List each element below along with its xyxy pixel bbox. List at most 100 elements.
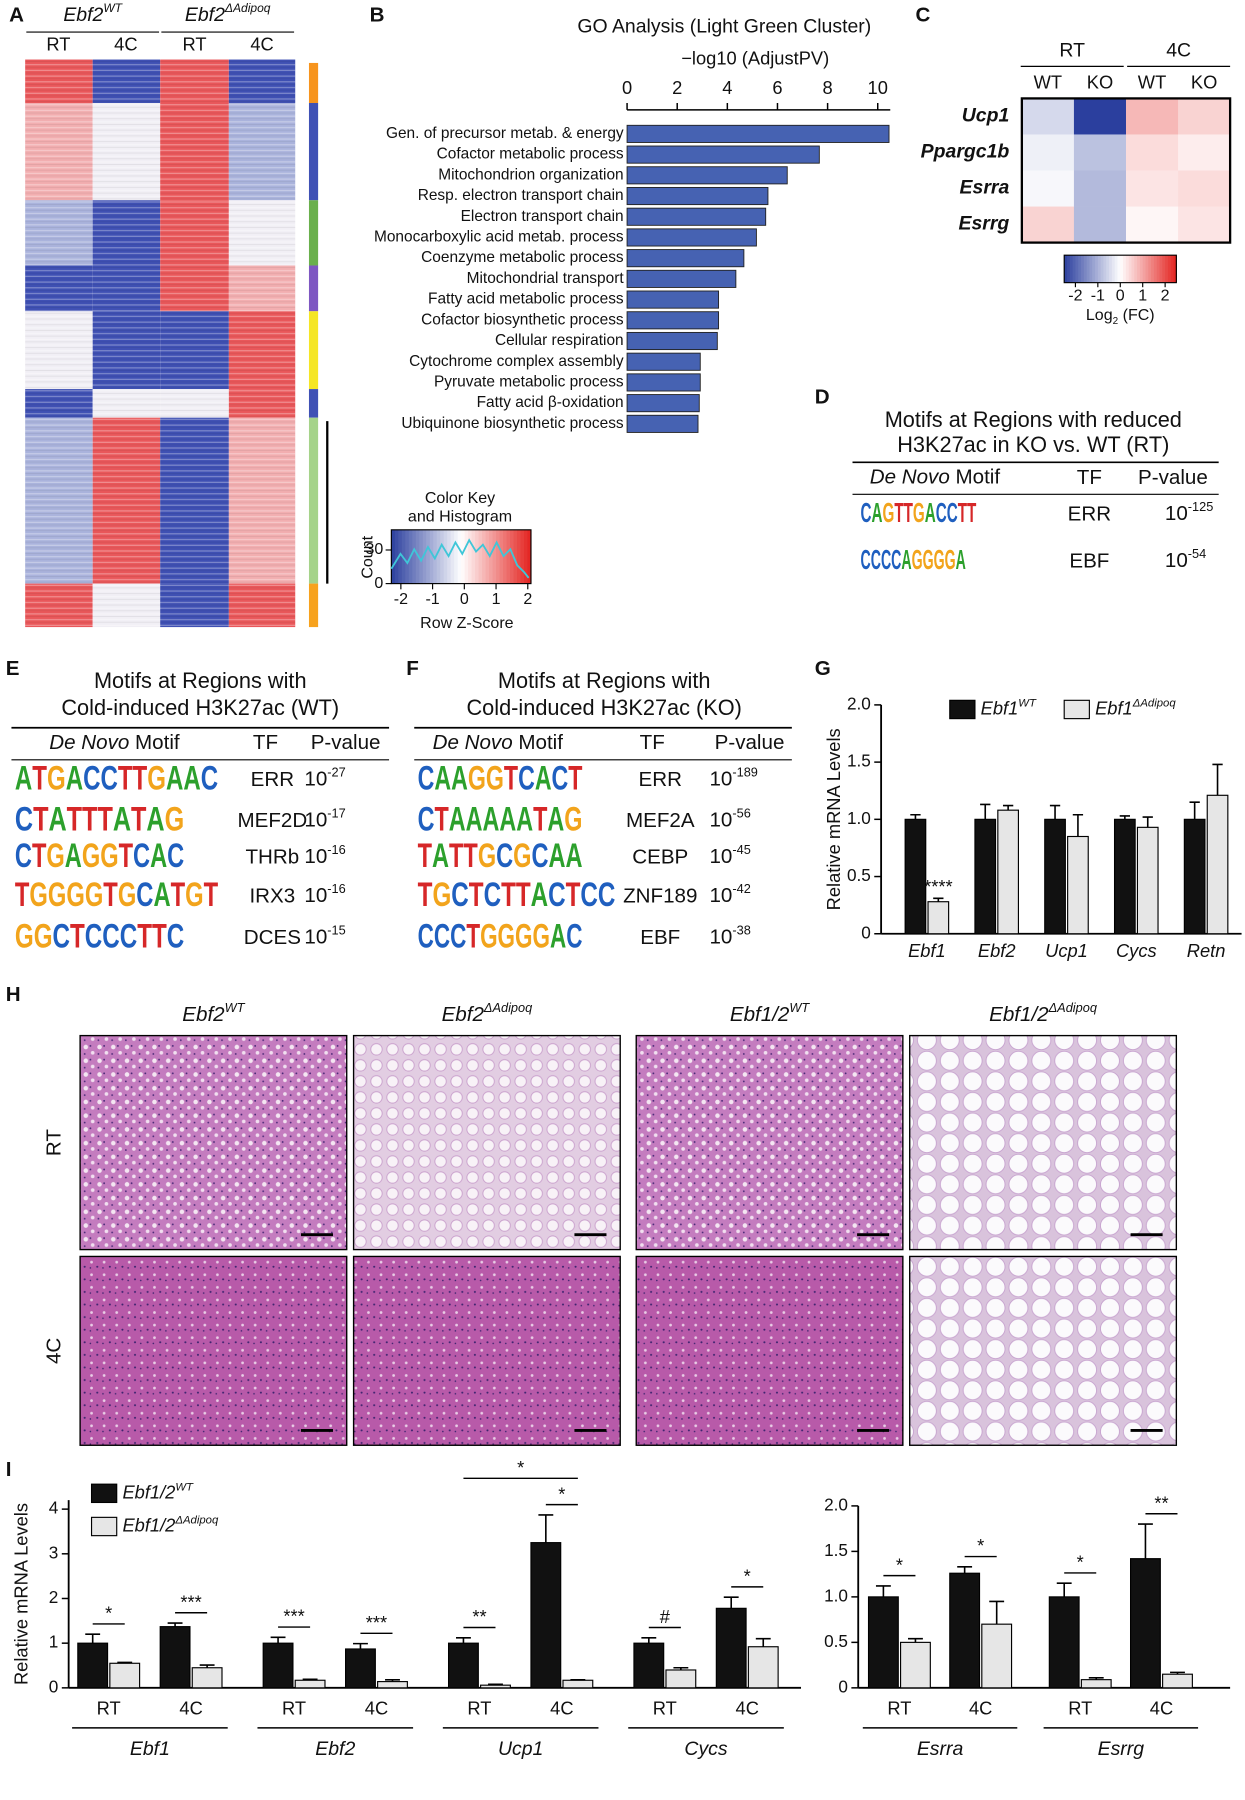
bar	[867, 1596, 899, 1689]
bar	[1044, 818, 1066, 935]
key-gradient	[485, 529, 490, 584]
y-tick-label: 0	[838, 1676, 848, 1696]
key-gradient	[436, 529, 441, 584]
colorbar-step	[1095, 255, 1099, 283]
p-value-part: 10	[304, 885, 327, 908]
motif-letter: C	[871, 544, 881, 575]
motif-letter: A	[466, 801, 483, 839]
error-bar	[85, 1633, 101, 1644]
category-label: Gen. of precursor metab. & energy	[386, 125, 624, 142]
column-title-part: ΔAdipoq	[1048, 1000, 1098, 1015]
motif-letter: C	[418, 759, 435, 797]
motif-letter: C	[891, 544, 901, 575]
motif-letter: G	[147, 759, 166, 797]
legend-label-part: Ebf1	[1095, 697, 1133, 718]
motif-letter: C	[83, 759, 100, 797]
axis-title: Count	[359, 535, 377, 578]
motif-letter: T	[466, 917, 480, 955]
tf-name: ERR	[1068, 502, 1111, 525]
legend-label-part: Ebf1/2	[122, 1481, 175, 1502]
error-bar	[167, 1622, 183, 1627]
motif-letter: T	[904, 497, 913, 528]
bar	[191, 1667, 223, 1689]
motif-letter: T	[435, 801, 449, 839]
bar	[626, 228, 757, 247]
p-value: 10-17	[304, 805, 345, 832]
bar	[1162, 1673, 1193, 1689]
tf-name: MEF2D	[237, 809, 307, 832]
heatmap-cell	[1178, 134, 1231, 171]
group-label: Ucp1	[498, 1738, 543, 1760]
category-label: Cellular respiration	[495, 332, 624, 349]
x-tick-label: Ucp1	[1045, 940, 1088, 961]
column-header: P-value	[1138, 466, 1208, 489]
p-value-part: -125	[1188, 499, 1214, 514]
axis-title: −log10 (AdjustPV)	[681, 47, 829, 68]
colorbar-tick-label: 1	[1138, 287, 1147, 305]
p-value-part: 10	[304, 926, 327, 949]
row-label: 4C	[42, 1338, 65, 1364]
motif-letter: G	[82, 837, 100, 875]
category-label: Cytochrome complex assembly	[409, 353, 624, 370]
bar	[1048, 1596, 1080, 1689]
error-bar	[755, 1637, 771, 1647]
bar	[345, 1648, 376, 1689]
motif-letter: C	[881, 544, 891, 575]
group-label: Ebf1	[130, 1738, 170, 1760]
y-tick-label: 1.5	[847, 751, 871, 771]
bar	[377, 1681, 408, 1689]
motif-letter: A	[15, 759, 32, 797]
heatmap-cell	[1125, 134, 1179, 171]
tf-name: DCES	[244, 926, 301, 949]
significance-label: ***	[180, 1591, 201, 1612]
column-header-part: De Novo	[870, 466, 950, 489]
error-bar	[1049, 804, 1061, 820]
category-label: Resp. electron transport chain	[418, 187, 624, 204]
error-bar	[1189, 801, 1200, 820]
x-tick-label: 10	[868, 77, 888, 98]
legend-label: Ebf1/2ΔAdipoq	[122, 1514, 219, 1535]
category-label: Ubiquinone biosynthetic process	[401, 415, 624, 432]
key-gradient	[429, 529, 434, 584]
motif-letter: G	[480, 917, 497, 955]
motif-letter: A	[146, 801, 164, 839]
column-label: 4C	[114, 34, 137, 55]
motif-letter: G	[564, 801, 582, 839]
motif-letter: C	[947, 497, 958, 528]
histology-image	[79, 1255, 348, 1446]
motif-letter: C	[861, 497, 872, 528]
p-value-part: -45	[732, 842, 750, 857]
bar	[626, 249, 745, 268]
heatmap-cell	[1073, 98, 1127, 135]
motif-letter: C	[100, 759, 117, 797]
motif-logo: CCCCAGGGGA	[861, 544, 966, 575]
error-bar	[1142, 816, 1153, 828]
significance-label: *	[105, 1603, 112, 1624]
error-bar	[641, 1637, 657, 1644]
colorbar-step	[1067, 255, 1071, 283]
p-value: 10-45	[709, 842, 750, 869]
heatmap-cell	[1125, 98, 1179, 135]
p-value-part: -38	[732, 922, 750, 937]
motif-letter: C	[120, 917, 137, 955]
key-gradient	[516, 529, 522, 584]
legend-swatch	[949, 699, 976, 720]
category-label: Monocarboxylic acid metab. process	[374, 229, 624, 246]
bar	[904, 818, 927, 935]
heatmap-cell	[1073, 206, 1127, 243]
histology-image	[635, 1034, 904, 1251]
bar	[626, 186, 769, 206]
bar	[1183, 818, 1206, 935]
heatmap-cell	[1178, 98, 1231, 135]
tf-name: MEF2A	[626, 809, 695, 832]
motif-letter: A	[925, 497, 936, 528]
colorbar-step	[1100, 255, 1105, 283]
histology-image	[352, 1034, 621, 1251]
x-tick-label: RT	[282, 1697, 306, 1718]
p-value-part: -16	[327, 842, 345, 857]
colorbar-step	[1162, 255, 1166, 283]
column-title-part: Ebf1/2	[730, 1004, 790, 1027]
tf-name: ERR	[639, 768, 682, 791]
x-tick-label: 4C	[969, 1697, 992, 1718]
